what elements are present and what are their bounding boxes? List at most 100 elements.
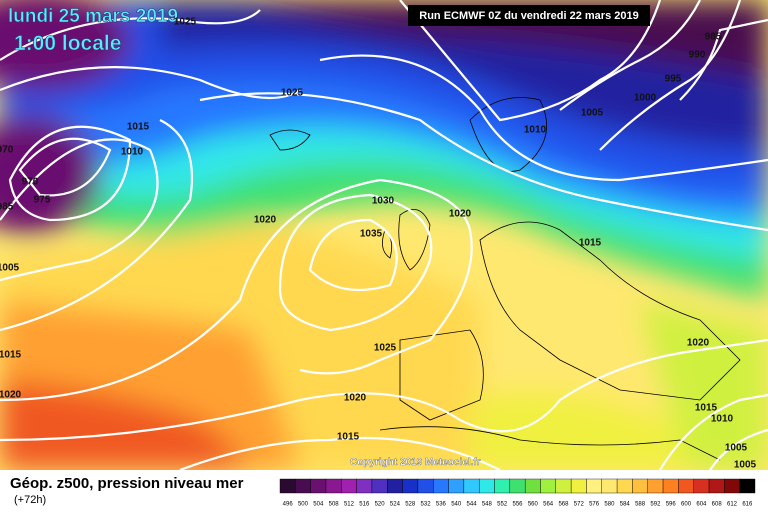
color-swatch xyxy=(693,478,710,494)
isobar-label: 1020 xyxy=(0,390,22,401)
color-swatch xyxy=(310,478,327,494)
color-swatch xyxy=(433,478,449,494)
colorbar-label: 516 xyxy=(359,502,370,508)
isobar-label: 1010 xyxy=(711,414,734,425)
isobar-label: 1020 xyxy=(687,338,710,349)
colorbar-label: 588 xyxy=(635,502,646,508)
run-box xyxy=(408,5,650,26)
colorbar: 496 500 504 508 512 516 520 524 528 532 536 540 544 5… xyxy=(279,478,756,508)
colorbar-label: 520 xyxy=(375,502,386,508)
isobar-label: 1005 xyxy=(734,460,757,471)
isobar-label: 975 xyxy=(34,195,51,206)
color-swatch xyxy=(540,478,557,494)
color-swatch xyxy=(647,478,664,494)
colorbar-label: 568 xyxy=(558,502,569,508)
isobar-label: 970 xyxy=(22,177,39,188)
colorbar-label: 548 xyxy=(482,502,493,508)
isobar-label: 1020 xyxy=(449,209,472,220)
color-swatch xyxy=(678,478,694,494)
color-swatch xyxy=(601,478,618,494)
footer-title: Géop. z500, pression niveau mer xyxy=(10,475,244,492)
isobar-label: 1025 xyxy=(374,343,397,354)
colorbar-label: 496 xyxy=(283,502,294,508)
color-swatch xyxy=(662,478,679,494)
isobar-labels: 1025102510151010970970975985100510201030… xyxy=(0,17,757,471)
colorbar-label: 532 xyxy=(421,502,432,508)
isobars xyxy=(0,0,768,470)
color-swatch xyxy=(371,478,388,494)
isobar-label: 985 xyxy=(0,202,14,213)
color-swatch xyxy=(570,478,587,494)
isobar-label: 1015 xyxy=(127,122,150,133)
colorbar-label: 592 xyxy=(650,502,661,508)
field xyxy=(0,0,768,470)
color-swatch xyxy=(279,478,296,494)
color-swatch xyxy=(463,478,480,494)
color-swatch xyxy=(417,478,434,494)
isobar-label: 1005 xyxy=(581,108,604,119)
isobar-label: 1015 xyxy=(695,403,718,414)
color-swatch xyxy=(387,478,403,494)
lead-time: (+72h) xyxy=(14,494,46,506)
color-swatch xyxy=(524,478,541,494)
color-swatch xyxy=(739,478,756,494)
color-swatch xyxy=(402,478,419,494)
colorbar-label: 576 xyxy=(589,502,600,508)
colorbar-label: 556 xyxy=(512,502,523,508)
colorbar-label: 604 xyxy=(696,502,707,508)
isobar-label: 985 xyxy=(705,32,722,43)
colorbar-label: 616 xyxy=(742,502,753,508)
colorbar-label: 584 xyxy=(620,502,631,508)
colorbar-label: 612 xyxy=(727,502,738,508)
isobar-label: 1020 xyxy=(344,393,367,404)
color-swatch xyxy=(478,478,495,494)
isobar-label: 1015 xyxy=(579,238,602,249)
color-swatch xyxy=(724,478,740,494)
time-label: 1:00 locale xyxy=(14,32,121,55)
colorbar-label: 552 xyxy=(497,502,508,508)
color-swatch xyxy=(494,478,511,494)
isobar-label: 1025 xyxy=(174,17,197,28)
date-label: lundi 25 mars 2019 xyxy=(8,6,178,27)
isobar-label: 1025 xyxy=(281,88,304,99)
color-swatch xyxy=(295,478,311,494)
isobar-label: 1005 xyxy=(0,263,20,274)
color-swatch xyxy=(341,478,357,494)
isobar-label: 1010 xyxy=(121,147,144,158)
colorbar-label: 512 xyxy=(344,502,355,508)
colorbar-label: 572 xyxy=(574,502,585,508)
color-swatch xyxy=(586,478,602,494)
color-swatch xyxy=(325,478,342,494)
colorbar-label: 524 xyxy=(390,502,401,508)
colorbar-label: 600 xyxy=(681,502,692,508)
colorbar-label: 596 xyxy=(666,502,677,508)
colorbar-label: 500 xyxy=(298,502,309,508)
isobar-label: 990 xyxy=(689,50,706,61)
isobar-label: 1010 xyxy=(524,125,547,136)
isobar-label: 970 xyxy=(0,145,14,156)
color-swatch xyxy=(616,478,633,494)
isobar-label: 1000 xyxy=(634,93,657,104)
run-label: Run ECMWF 0Z du vendredi 22 mars 2019 xyxy=(419,10,638,22)
colorbar-label: 560 xyxy=(528,502,539,508)
colorbar-label: 580 xyxy=(604,502,615,508)
color-swatch xyxy=(356,478,373,494)
coastlines xyxy=(269,97,741,461)
isobar-label: 1035 xyxy=(360,229,383,240)
color-swatch xyxy=(509,478,526,494)
colorbar-label: 508 xyxy=(329,502,340,508)
isobar-label: 1005 xyxy=(725,443,748,454)
colorbar-label: 504 xyxy=(313,502,324,508)
colorbar-label: 540 xyxy=(451,502,462,508)
colorbar-label: 544 xyxy=(467,502,478,508)
isobar-label: 995 xyxy=(665,74,682,85)
color-swatch xyxy=(708,478,725,494)
isobar-label: 1030 xyxy=(372,196,395,207)
isobar-label: 1020 xyxy=(254,215,277,226)
colorbar-label: 608 xyxy=(712,502,723,508)
copyright: Copyright 2019 Meteociel.fr xyxy=(350,457,481,468)
isobar-label: 1015 xyxy=(337,432,360,443)
colorbar-label: 528 xyxy=(405,502,416,508)
